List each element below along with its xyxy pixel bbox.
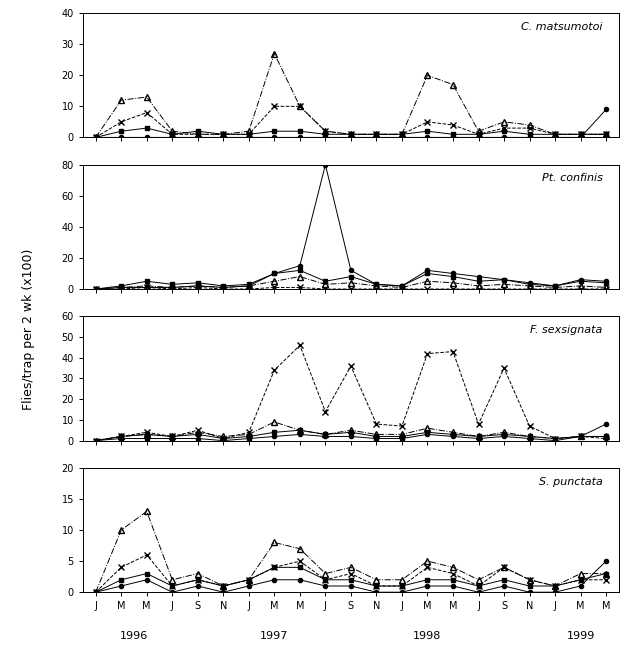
Text: S. punctata: S. punctata: [539, 476, 603, 487]
Text: 1997: 1997: [260, 631, 288, 641]
Text: Flies/trap per 2 wk (x100): Flies/trap per 2 wk (x100): [22, 248, 35, 410]
Text: F. sexsignata: F. sexsignata: [530, 325, 603, 335]
Text: 1996: 1996: [120, 631, 148, 641]
Text: 1999: 1999: [567, 631, 595, 641]
Text: C. matsumotoi: C. matsumotoi: [521, 22, 603, 32]
Text: Pt. confinis: Pt. confinis: [542, 174, 603, 184]
Text: 1998: 1998: [413, 631, 441, 641]
